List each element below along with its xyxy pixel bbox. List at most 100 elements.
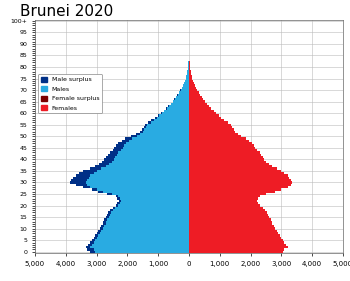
Bar [106, 216, 109, 218]
Bar [83, 170, 97, 172]
Bar [189, 96, 202, 98]
Bar [158, 114, 159, 117]
Bar [100, 228, 189, 230]
Bar [114, 147, 123, 149]
Bar [189, 77, 192, 80]
Bar [189, 158, 265, 160]
Bar [88, 248, 189, 251]
Bar [136, 133, 189, 135]
Bar [83, 186, 189, 188]
Bar [189, 193, 266, 195]
Bar [174, 98, 175, 101]
Bar [90, 241, 93, 244]
Bar [122, 140, 129, 142]
Bar [189, 87, 196, 89]
Bar [189, 82, 194, 84]
Bar [88, 244, 189, 246]
Bar [88, 248, 93, 251]
Bar [189, 75, 191, 77]
Bar [144, 126, 146, 128]
Bar [189, 103, 206, 105]
Bar [189, 61, 190, 64]
Bar [189, 239, 283, 241]
Bar [179, 91, 180, 94]
Bar [189, 147, 255, 149]
Bar [186, 75, 189, 77]
Bar [110, 209, 113, 211]
Bar [95, 165, 106, 167]
Bar [189, 211, 267, 214]
Bar [70, 181, 189, 183]
Bar [189, 237, 281, 239]
Bar [152, 119, 154, 121]
Bar [97, 232, 100, 234]
Bar [189, 221, 272, 223]
Bar [166, 107, 167, 110]
Bar [125, 137, 189, 140]
Bar [188, 68, 189, 71]
Bar [145, 124, 147, 126]
Bar [189, 126, 232, 128]
Bar [90, 251, 189, 253]
Bar [189, 246, 288, 248]
Bar [154, 117, 157, 119]
Bar [189, 234, 280, 237]
Bar [148, 121, 189, 124]
Bar [104, 218, 107, 221]
Bar [189, 177, 289, 179]
Bar [72, 177, 89, 179]
Bar [70, 181, 86, 183]
Bar [177, 94, 189, 96]
Bar [131, 135, 136, 137]
Bar [189, 91, 198, 94]
Bar [168, 105, 169, 107]
Bar [86, 246, 90, 248]
Bar [189, 179, 290, 181]
Bar [102, 160, 189, 163]
Bar [116, 144, 189, 147]
Bar [113, 207, 115, 209]
Bar [189, 218, 271, 221]
Bar [90, 251, 95, 253]
Bar [189, 151, 260, 154]
Bar [189, 163, 269, 165]
Bar [183, 84, 189, 87]
Bar [106, 156, 189, 158]
Bar [189, 98, 203, 101]
Bar [103, 221, 106, 223]
Bar [116, 204, 118, 207]
Bar [189, 156, 263, 158]
Bar [71, 179, 189, 181]
Bar [186, 77, 189, 80]
Bar [189, 154, 261, 156]
Bar [189, 244, 286, 246]
Bar [113, 149, 121, 151]
Bar [189, 133, 238, 135]
Bar [108, 154, 189, 156]
Bar [189, 172, 285, 175]
Bar [107, 214, 111, 216]
Bar [189, 165, 272, 167]
Bar [76, 183, 88, 186]
Bar [189, 200, 257, 202]
Bar [189, 124, 231, 126]
Bar [189, 232, 278, 234]
Bar [189, 107, 211, 110]
Bar [100, 228, 103, 230]
Bar [161, 112, 189, 114]
Bar [107, 193, 112, 195]
Bar [140, 130, 189, 133]
Bar [145, 124, 189, 126]
Bar [92, 239, 189, 241]
Bar [189, 251, 283, 253]
Bar [189, 68, 190, 71]
Bar [189, 140, 249, 142]
Bar [170, 103, 172, 105]
Legend: Male surplus, Males, Female surplus, Females: Male surplus, Males, Female surplus, Fem… [38, 74, 102, 113]
Bar [119, 200, 189, 202]
Bar [114, 147, 189, 149]
Bar [179, 91, 189, 94]
Bar [93, 237, 189, 239]
Bar [189, 112, 216, 114]
Bar [189, 121, 228, 124]
